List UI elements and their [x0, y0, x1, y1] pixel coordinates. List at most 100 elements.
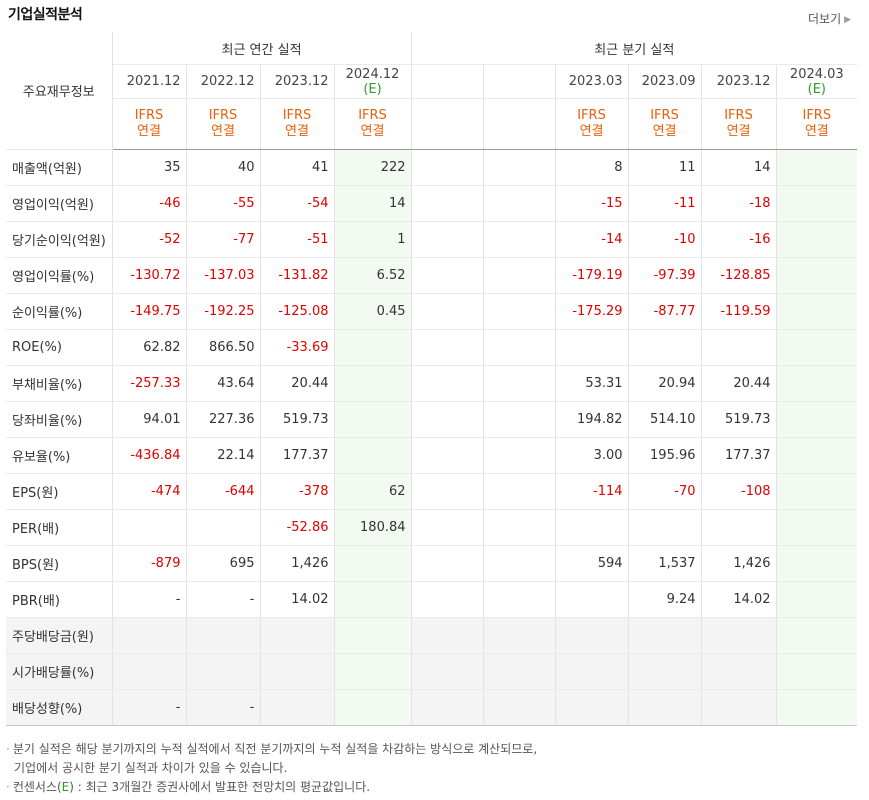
data-cell: 195.96	[628, 437, 702, 474]
data-cell	[260, 617, 335, 654]
ifrs-badge: IFRS 연결	[776, 98, 858, 150]
ifrs-sub-label: 연결	[360, 124, 385, 139]
ifrs-badge: IFRS 연결	[701, 98, 777, 150]
table-row: 시가배당률(%)	[6, 653, 858, 690]
footnote-2: · 컨센서스(E) : 최근 3개월간 증권사에서 발표한 전망치의 평균값입니다…	[6, 780, 371, 794]
row-label: 매출액(억원)	[6, 149, 113, 186]
ifrs-sub-label: 연결	[579, 124, 604, 139]
data-cell	[186, 653, 261, 690]
data-cell	[701, 689, 777, 726]
data-cell	[483, 149, 556, 186]
data-cell	[483, 509, 556, 546]
data-cell	[411, 437, 484, 474]
more-link[interactable]: 더보기 ▶	[808, 10, 851, 27]
data-cell	[483, 473, 556, 510]
data-cell: 53.31	[555, 365, 629, 402]
period-header-annual: 2024.12 (E)	[334, 64, 412, 99]
data-cell	[776, 221, 858, 258]
data-cell	[483, 437, 556, 474]
data-cell: -10	[628, 221, 702, 258]
footnote-1-text: 분기 실적은 해당 분기까지의 누적 실적에서 직전 분기까지의 누적 실적을 …	[12, 742, 538, 756]
data-cell: 22.14	[186, 437, 261, 474]
data-cell	[334, 653, 412, 690]
row-label: 부채비율(%)	[6, 365, 113, 402]
data-cell: -11	[628, 185, 702, 222]
ifrs-badge: IFRS 연결	[112, 98, 187, 150]
data-cell: 177.37	[260, 437, 335, 474]
data-cell: 0.45	[334, 293, 412, 330]
footnote-1: · 분기 실적은 해당 분기까지의 누적 실적에서 직전 분기까지의 누적 실적을…	[6, 742, 538, 756]
data-cell: 35	[112, 149, 187, 186]
data-cell	[483, 401, 556, 438]
table-body: 매출액(억원) 35 40 41 222 8 11 14 영업이익(억원) -46 -55 -54 14…	[6, 149, 858, 726]
data-cell	[411, 545, 484, 582]
data-cell	[483, 185, 556, 222]
row-label: EPS(원)	[6, 473, 113, 510]
data-cell	[411, 617, 484, 654]
data-cell	[628, 653, 702, 690]
period-header-annual: 2022.12	[186, 64, 261, 99]
data-cell: 14.02	[260, 581, 335, 618]
data-cell: 1,426	[701, 545, 777, 582]
row-label: 당좌비율(%)	[6, 401, 113, 438]
data-cell	[411, 509, 484, 546]
data-cell	[776, 653, 858, 690]
data-cell	[776, 257, 858, 294]
table-row: 당좌비율(%) 94.01 227.36 519.73 194.82 514.10 519.…	[6, 401, 858, 438]
ifrs-sub-label: 연결	[211, 124, 235, 139]
table-row: 매출액(억원) 35 40 41 222 8 11 14	[6, 149, 858, 186]
period-header-annual: 2021.12	[112, 64, 187, 99]
data-cell: 14	[334, 185, 412, 222]
data-cell: -55	[186, 185, 261, 222]
data-cell	[334, 437, 412, 474]
ifrs-badge: IFRS 연결	[628, 98, 702, 150]
data-cell: 9.24	[628, 581, 702, 618]
data-cell: -119.59	[701, 293, 777, 330]
data-cell: 695	[186, 545, 261, 582]
data-cell	[411, 221, 484, 258]
data-cell	[555, 509, 629, 546]
data-cell	[112, 617, 187, 654]
period-header-row: 2021.12 2022.12 2023.12 2024.12 (E) 2023.03 20…	[6, 64, 858, 99]
row-label: 영업이익률(%)	[6, 257, 113, 294]
ifrs-badge	[411, 98, 484, 150]
ifrs-badge: IFRS 연결	[334, 98, 412, 150]
data-cell: -46	[112, 185, 187, 222]
data-cell: 177.37	[701, 437, 777, 474]
table-row: 부채비율(%) -257.33 43.64 20.44 53.31 20.94 20.44	[6, 365, 858, 402]
data-cell	[701, 617, 777, 654]
ifrs-sub-label: 연결	[652, 124, 677, 139]
data-cell	[334, 329, 412, 366]
data-cell	[334, 581, 412, 618]
data-cell: 94.01	[112, 401, 187, 438]
data-cell: -474	[112, 473, 187, 510]
period-header-annual: 2023.12	[260, 64, 335, 99]
data-cell: -14	[555, 221, 629, 258]
ifrs-label: IFRS	[134, 108, 164, 123]
period-header-quarter: 2023.12	[701, 64, 777, 99]
data-cell	[411, 257, 484, 294]
period-label: 2024.03	[789, 66, 844, 82]
data-cell	[701, 653, 777, 690]
data-cell	[483, 365, 556, 402]
data-cell	[411, 293, 484, 330]
ifrs-badge: IFRS 연결	[555, 98, 629, 150]
data-cell	[260, 653, 335, 690]
data-cell	[411, 581, 484, 618]
data-cell	[483, 617, 556, 654]
data-cell: -108	[701, 473, 777, 510]
data-cell: 1,537	[628, 545, 702, 582]
footnotes: · 분기 실적은 해당 분기까지의 누적 실적에서 직전 분기까지의 누적 실적을…	[6, 740, 537, 797]
row-label: BPS(원)	[6, 545, 113, 582]
data-cell: -87.77	[628, 293, 702, 330]
data-cell: 227.36	[186, 401, 261, 438]
data-cell	[260, 689, 335, 726]
data-cell: -33.69	[260, 329, 335, 366]
data-cell: -257.33	[112, 365, 187, 402]
data-cell	[555, 329, 629, 366]
row-label: 시가배당률(%)	[6, 653, 113, 690]
data-cell	[411, 689, 484, 726]
data-cell	[701, 329, 777, 366]
data-cell	[701, 509, 777, 546]
data-cell	[776, 545, 858, 582]
